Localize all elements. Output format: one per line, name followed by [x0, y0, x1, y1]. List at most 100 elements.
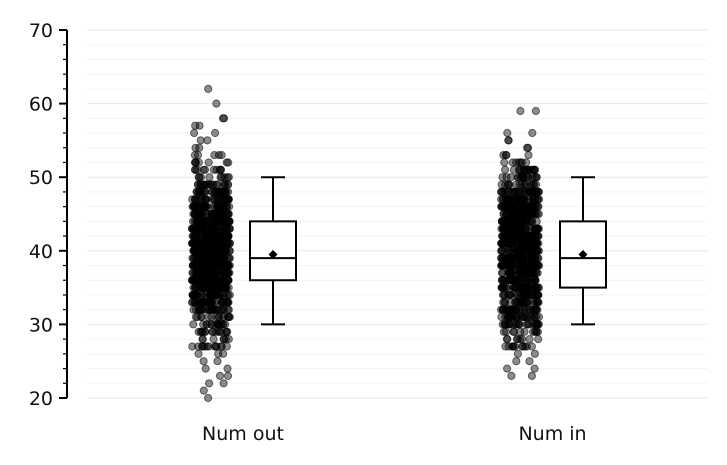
data-point	[193, 180, 202, 189]
data-point	[516, 305, 525, 314]
data-point	[533, 187, 543, 196]
data-point	[502, 239, 511, 248]
data-point	[198, 335, 207, 344]
outlier-point	[204, 84, 213, 94]
y-tick-label: 60	[29, 94, 53, 116]
data-point	[200, 195, 210, 204]
data-point	[199, 202, 208, 211]
data-point	[522, 239, 531, 248]
outlier-point	[223, 371, 233, 380]
data-point	[197, 290, 206, 300]
data-point	[500, 246, 509, 255]
data-point	[514, 173, 523, 182]
data-point	[518, 298, 527, 307]
data-point	[201, 327, 210, 336]
outlier-point	[201, 364, 210, 373]
x-category-label: Num in	[518, 423, 586, 445]
data-point	[498, 283, 507, 292]
outlier-point	[524, 143, 533, 152]
data-point	[209, 224, 218, 233]
data-point	[205, 173, 214, 182]
data-point	[202, 320, 211, 329]
data-point	[222, 327, 231, 336]
data-point	[528, 246, 537, 255]
data-point	[214, 312, 223, 322]
data-point	[512, 158, 521, 167]
data-point	[206, 261, 216, 270]
data-point	[521, 202, 530, 211]
data-point	[207, 290, 216, 300]
data-point	[504, 180, 513, 189]
y-tick-label: 20	[29, 388, 53, 410]
data-point	[199, 224, 208, 233]
data-point	[198, 327, 207, 336]
outlier-point	[190, 128, 199, 138]
data-point	[194, 298, 203, 307]
data-point	[518, 335, 527, 344]
outlier-point	[204, 393, 213, 403]
data-point	[527, 268, 536, 277]
data-point	[215, 327, 224, 336]
x-category-label: Num out	[202, 423, 284, 445]
data-point	[501, 165, 510, 174]
data-point	[500, 158, 509, 167]
data-point	[509, 327, 519, 336]
data-point	[201, 268, 210, 277]
outlier-point	[194, 349, 203, 358]
data-point	[508, 283, 518, 292]
data-point	[501, 298, 510, 307]
data-point	[213, 187, 222, 196]
outlier-point	[212, 99, 221, 108]
data-point	[201, 246, 210, 255]
outlier-point	[213, 357, 222, 366]
data-point	[200, 254, 209, 263]
data-point	[511, 202, 520, 211]
data-point	[190, 224, 199, 233]
data-point	[501, 187, 510, 196]
data-point	[224, 195, 233, 204]
y-tick-label: 70	[29, 20, 53, 42]
data-point	[225, 239, 234, 248]
data-point	[202, 180, 211, 189]
data-point	[219, 335, 229, 344]
outlier-point	[211, 128, 220, 138]
outlier-point	[191, 143, 200, 152]
data-point	[534, 312, 544, 322]
outlier-point	[504, 136, 513, 145]
data-point	[223, 254, 232, 263]
data-point	[210, 305, 219, 314]
data-point	[191, 165, 200, 174]
data-point	[501, 202, 510, 211]
outlier-point	[218, 114, 228, 123]
data-point	[198, 276, 208, 285]
data-point	[196, 305, 206, 314]
data-point	[506, 254, 515, 263]
x-axis: Num out Num in	[202, 423, 587, 445]
data-point	[218, 202, 227, 211]
data-point	[197, 217, 206, 226]
data-point	[218, 298, 227, 307]
data-point	[498, 261, 507, 270]
data-point	[527, 283, 537, 292]
data-point	[209, 335, 218, 344]
data-point	[498, 268, 507, 277]
data-point	[224, 290, 233, 300]
data-point	[498, 195, 507, 204]
data-point	[189, 320, 198, 329]
data-point	[499, 209, 508, 219]
data-point	[204, 298, 213, 307]
outlier-point	[223, 364, 232, 373]
data-point	[534, 202, 543, 211]
data-point	[190, 151, 199, 160]
data-point	[534, 239, 543, 248]
data-point	[215, 165, 224, 174]
data-point	[199, 165, 208, 174]
data-point	[516, 261, 525, 270]
outlier-point	[503, 364, 512, 373]
data-point	[192, 246, 201, 255]
data-point	[200, 342, 209, 351]
outlier-point	[199, 357, 208, 366]
box-1	[249, 176, 297, 326]
data-point	[529, 261, 538, 270]
data-point	[223, 232, 232, 241]
